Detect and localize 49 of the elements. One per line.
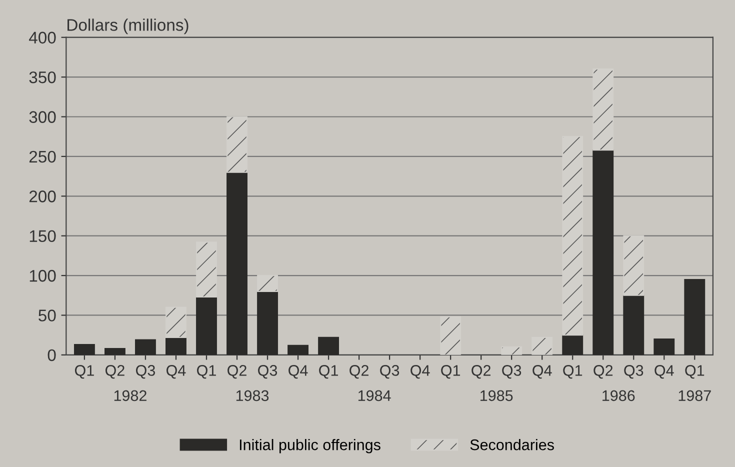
- y-tick-label: 100: [30, 270, 56, 282]
- text: 1982: [114, 390, 146, 402]
- bar: [562, 136, 584, 336]
- x-tick-label: Q3: [258, 365, 278, 379]
- y-tick-label: 50: [38, 310, 56, 322]
- x-tick-label: Q1: [441, 365, 460, 379]
- y-tick-label: 200: [29, 190, 56, 202]
- x-tick-label: Q2: [228, 365, 246, 379]
- y-tick-label: 250: [29, 150, 56, 163]
- x-tick-label: Q4: [288, 365, 308, 379]
- y-tick-label: 350: [29, 71, 56, 84]
- bar: [196, 242, 217, 298]
- bar: [440, 316, 462, 355]
- x-tick-label: Q4: [532, 365, 552, 379]
- x-tick-label: Q2: [106, 365, 124, 379]
- bar: [257, 274, 278, 292]
- x-tick-label: Q4: [654, 365, 674, 379]
- x-tick-label: Q3: [624, 365, 644, 379]
- text: 1987: [678, 390, 711, 402]
- y-axis-title: Dollars (millions): [68, 18, 188, 34]
- y-tick-label: 150: [30, 230, 56, 242]
- x-tick-label: Q3: [502, 365, 522, 379]
- text: 1983: [236, 390, 269, 402]
- x-tick-label: Q4: [166, 365, 186, 379]
- bar: [226, 116, 248, 173]
- legend-label: Secondaries: [470, 439, 554, 450]
- bar: [592, 68, 614, 151]
- x-tick-label: Q2: [594, 365, 613, 379]
- bar: [532, 336, 553, 355]
- legend-label: Initial public offerings: [240, 439, 380, 454]
- x-tick-label: Q3: [136, 365, 155, 379]
- x-tick-label: Q1: [197, 365, 216, 379]
- text: 1984: [358, 390, 391, 402]
- y-tick-label: 400: [29, 32, 56, 44]
- x-tick-label: Q3: [380, 365, 400, 379]
- bar: [623, 235, 644, 296]
- x-tick-label: Q1: [563, 365, 582, 379]
- x-tick-label: Q1: [74, 365, 94, 379]
- y-tick-label: 0: [48, 349, 56, 362]
- x-tick-label: Q1: [319, 365, 338, 379]
- text: 1986: [602, 390, 635, 402]
- x-tick-label: Q2: [350, 365, 368, 379]
- x-tick-label: Q1: [685, 365, 704, 379]
- text: 1985: [480, 390, 513, 402]
- bar: [501, 346, 522, 355]
- bar: [166, 306, 186, 338]
- x-tick-label: Q4: [410, 365, 430, 379]
- x-tick-label: Q2: [472, 365, 490, 379]
- y-tick-label: 300: [29, 111, 56, 123]
